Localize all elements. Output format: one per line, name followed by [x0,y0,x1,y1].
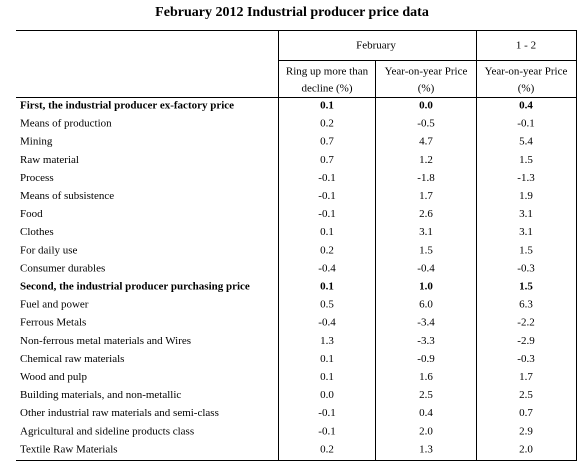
column-header: (%) [418,83,435,95]
column-header: Year-on-year Price [485,66,568,78]
cell-value: 0.1 [320,281,334,293]
row-label: Consumer durables [20,262,105,274]
cell-value: 2.0 [519,443,533,455]
cell-value: 0.4 [519,100,533,112]
cell-value: 1.3 [419,443,433,455]
cell-value: 1.6 [419,371,433,383]
cell-value: -2.9 [517,335,535,347]
row-label: For daily use [20,244,78,256]
column-header: decline (%) [302,83,353,95]
cell-value: 1.5 [519,154,533,166]
cell-value: -0.1 [318,208,335,220]
row-label: Second, the industrial producer purchasi… [20,281,250,293]
group-header: February [356,40,396,52]
cell-value: -3.4 [417,317,435,329]
row-label: Raw material [20,154,79,166]
cell-value: -0.3 [517,262,535,274]
row-label: Chemical raw materials [20,353,124,365]
cell-value: -0.1 [517,118,534,130]
row-label: Building materials, and non-metallic [20,389,181,401]
row-label: Non-ferrous metal materials and Wires [20,335,191,347]
title: February 2012 Industrial producer price … [155,5,429,20]
cell-value: 0.2 [320,244,334,256]
column-header: Ring up more than [286,66,369,78]
cell-value: 1.5 [519,281,533,293]
row-label: Other industrial raw materials and semi-… [20,407,219,419]
cell-value: 2.5 [419,389,433,401]
cell-value: -0.4 [318,317,336,329]
cell-value: -1.8 [417,172,435,184]
cell-value: 2.6 [419,208,433,220]
row-label: Means of production [20,118,112,130]
group-header: 1 - 2 [516,40,536,52]
row-label: Wood and pulp [20,371,87,383]
row-label: Food [20,208,43,220]
cell-value: 0.1 [320,100,334,112]
row-label: Fuel and power [20,299,89,311]
cell-value: 0.1 [320,371,334,383]
cell-value: 5.4 [519,136,533,148]
cell-value: -0.1 [318,407,335,419]
cell-value: 1.9 [519,190,533,202]
column-header: Year-on-year Price [385,66,468,78]
cell-value: 0.1 [320,226,334,238]
column-header: (%) [518,83,535,95]
cell-value: 6.0 [419,299,433,311]
cell-value: 0.1 [320,353,334,365]
cell-value: 2.0 [419,425,433,437]
cell-value: 0.0 [320,389,334,401]
cell-value: 1.7 [519,371,533,383]
row-label: Means of subsistence [20,190,114,202]
cell-value: 1.2 [419,154,433,166]
row-label: Ferrous Metals [20,317,86,329]
cell-value: 0.0 [419,100,433,112]
cell-value: -3.3 [417,335,435,347]
cell-value: 0.7 [320,154,334,166]
cell-value: 1.3 [320,335,334,347]
cell-value: 2.9 [519,425,533,437]
cell-value: -2.2 [517,317,534,329]
cell-value: 3.1 [419,226,433,238]
cell-value: 0.7 [519,407,533,419]
cell-value: 6.3 [519,299,533,311]
cell-value: -0.5 [417,118,435,130]
cell-value: 0.5 [320,299,334,311]
cell-value: 1.7 [419,190,433,202]
cell-value: -0.4 [318,262,336,274]
row-label: Mining [20,136,53,148]
row-label: Textile Raw Materials [20,443,118,455]
cell-value: -0.3 [517,353,535,365]
cell-value: -0.9 [417,353,435,365]
row-label: Clothes [20,226,54,238]
cell-value: 1.5 [419,244,433,256]
cell-value: -0.4 [417,262,435,274]
row-label: First, the industrial producer ex-factor… [20,100,234,112]
row-label: Process [20,172,54,184]
cell-value: -0.1 [318,425,335,437]
cell-value: 2.5 [519,389,533,401]
cell-value: 3.1 [519,226,533,238]
cell-value: 0.2 [320,118,334,130]
cell-value: 1.5 [519,244,533,256]
row-label: Agricultural and sideline products class [20,425,194,437]
cell-value: 3.1 [519,208,533,220]
cell-value: 0.2 [320,443,334,455]
cell-value: 0.4 [419,407,433,419]
cell-value: -1.3 [517,172,535,184]
cell-value: 1.0 [419,281,433,293]
cell-value: -0.1 [318,172,335,184]
cell-value: 4.7 [419,136,433,148]
cell-value: 0.7 [320,136,334,148]
cell-value: -0.1 [318,190,335,202]
